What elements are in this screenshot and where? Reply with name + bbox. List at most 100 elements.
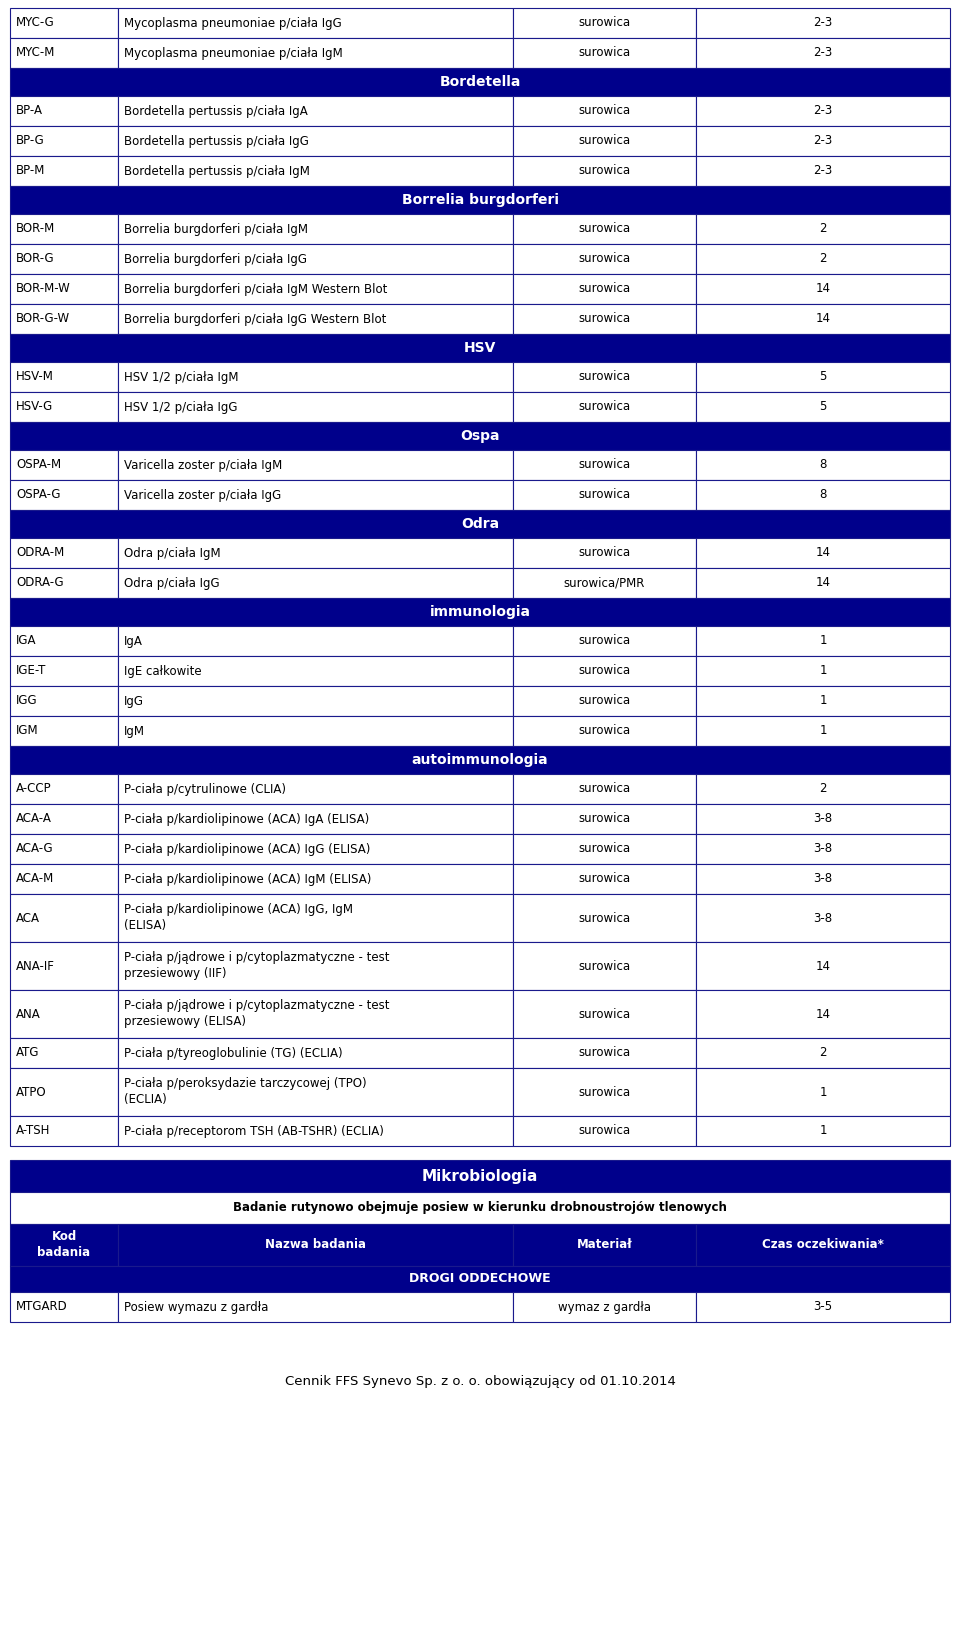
Bar [513,567,696,598]
Bar [118,480,513,510]
Text: ODRA-M: ODRA-M [16,546,64,559]
Text: 2: 2 [819,783,827,796]
Bar [696,8,950,38]
Text: HSV: HSV [464,340,496,355]
Bar [513,362,696,391]
Bar [10,1037,118,1069]
Bar [696,1037,950,1069]
Bar [10,774,118,804]
Bar [118,1116,513,1146]
Bar [513,656,696,686]
Text: Nazwa badania: Nazwa badania [265,1238,366,1251]
Bar [696,156,950,186]
Bar [10,567,118,598]
Text: ACA: ACA [16,911,40,924]
Text: surowica: surowica [579,105,631,117]
Bar [10,598,950,626]
Bar [10,186,950,214]
Text: 3-8: 3-8 [813,812,832,825]
Text: IGA: IGA [16,635,36,648]
Bar [118,8,513,38]
Bar [513,626,696,656]
Text: ATPO: ATPO [16,1085,47,1098]
Bar [118,538,513,567]
Text: MYC-G: MYC-G [16,16,55,30]
Text: BOR-M-W: BOR-M-W [16,283,71,296]
Bar [10,1161,950,1192]
Text: 2-3: 2-3 [813,16,832,30]
Text: surowica: surowica [579,222,631,235]
Text: Varicella zoster p/ciała IgM: Varicella zoster p/ciała IgM [124,459,282,472]
Text: 14: 14 [816,546,830,559]
Text: 2: 2 [819,1047,827,1059]
Text: 1: 1 [819,1124,827,1138]
Bar [10,8,118,38]
Text: 1: 1 [819,1085,827,1098]
Bar [10,127,118,156]
Text: surowica: surowica [579,253,631,265]
Bar [118,243,513,275]
Text: surowica: surowica [579,459,631,472]
Text: Materiał: Materiał [577,1238,633,1251]
Text: surowica/PMR: surowica/PMR [564,577,645,590]
Bar [118,804,513,834]
Text: surowica: surowica [579,664,631,677]
Text: IgG: IgG [124,694,144,707]
Text: surowica: surowica [579,1047,631,1059]
Bar [118,95,513,127]
Bar [513,243,696,275]
Text: BOR-M: BOR-M [16,222,56,235]
Text: surowica: surowica [579,1124,631,1138]
Bar [696,304,950,334]
Text: 2-3: 2-3 [813,105,832,117]
Text: A-CCP: A-CCP [16,783,52,796]
Text: 2-3: 2-3 [813,164,832,178]
Bar [10,156,118,186]
Text: P-ciała p/cytrulinowe (CLIA): P-ciała p/cytrulinowe (CLIA) [124,783,286,796]
Text: 2-3: 2-3 [813,46,832,59]
Text: 14: 14 [816,312,830,326]
Bar [118,1069,513,1116]
Text: 3-8: 3-8 [813,873,832,886]
Bar [513,990,696,1037]
Bar [10,717,118,746]
Bar [10,67,950,95]
Bar [118,834,513,865]
Bar [513,538,696,567]
Text: 2: 2 [819,222,827,235]
Bar [696,243,950,275]
Bar [10,38,118,67]
Bar [10,450,118,480]
Bar [10,480,118,510]
Text: surowica: surowica [579,911,631,924]
Bar [513,1069,696,1116]
Bar [696,38,950,67]
Text: IgM: IgM [124,725,145,738]
Bar [10,510,950,538]
Bar [696,214,950,243]
Bar [10,391,118,423]
Text: Bordetella pertussis p/ciała IgG: Bordetella pertussis p/ciała IgG [124,135,309,148]
Text: DROGI ODDECHOWE: DROGI ODDECHOWE [409,1272,551,1286]
Bar [118,362,513,391]
Text: Cennik FFS Synevo Sp. z o. o. obowiązujący od 01.10.2014: Cennik FFS Synevo Sp. z o. o. obowiązują… [284,1376,676,1389]
Bar [696,1225,950,1266]
Bar [10,214,118,243]
Text: Bordetella: Bordetella [440,76,520,89]
Text: HSV-G: HSV-G [16,401,53,414]
Bar [513,156,696,186]
Text: 14: 14 [816,1008,830,1021]
Bar [696,127,950,156]
Text: surowica: surowica [579,842,631,855]
Bar [118,275,513,304]
Bar [696,362,950,391]
Text: MTGARD: MTGARD [16,1300,68,1314]
Text: Borrelia burgdorferi p/ciała IgG: Borrelia burgdorferi p/ciała IgG [124,253,307,265]
Bar [118,626,513,656]
Text: A-TSH: A-TSH [16,1124,50,1138]
Bar [696,942,950,990]
Text: P-ciała p/peroksydazie tarczycowej (TPO)
(ECLIA): P-ciała p/peroksydazie tarczycowej (TPO)… [124,1077,367,1106]
Bar [10,538,118,567]
Text: 14: 14 [816,283,830,296]
Text: 2: 2 [819,253,827,265]
